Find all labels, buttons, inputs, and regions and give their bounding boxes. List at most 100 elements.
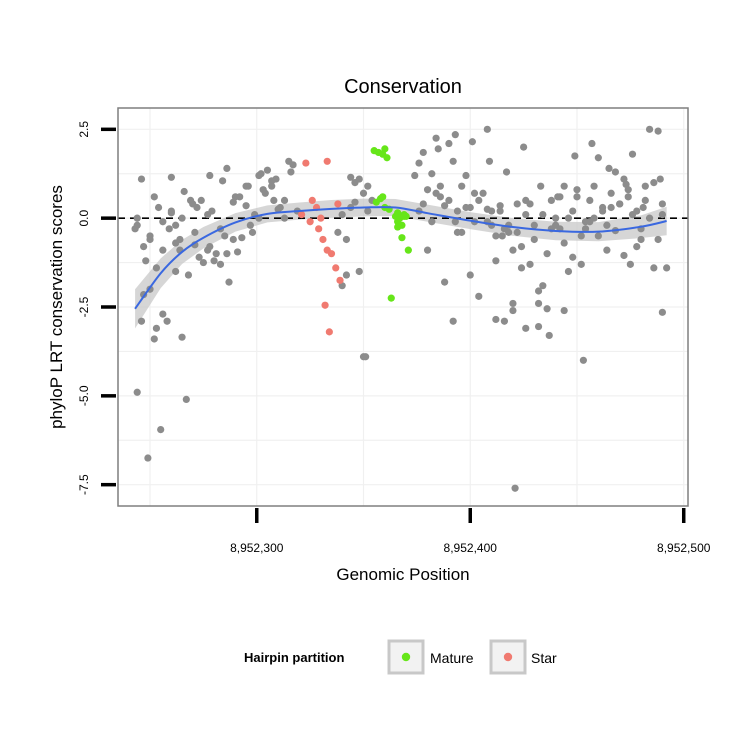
point-other (569, 207, 577, 215)
point-other (137, 175, 146, 183)
point-other (641, 196, 649, 204)
point-other (590, 214, 598, 222)
point-other (423, 186, 432, 194)
point-other (603, 221, 611, 229)
point-other (268, 182, 276, 190)
point-star (325, 328, 333, 336)
y-tick-label: 2.5 (77, 121, 91, 138)
point-other (280, 214, 289, 222)
point-other (423, 246, 432, 254)
point-other (274, 205, 282, 213)
x-axis-title: Genomic Position (336, 565, 469, 584)
point-other (594, 154, 602, 162)
point-other (462, 171, 470, 180)
point-other (599, 207, 607, 215)
point-other (654, 127, 662, 135)
chart-title: Conservation (344, 76, 462, 98)
y-axis-ticks: 2.5 0.0 -2.5 -5.0 -7.5 (77, 121, 116, 495)
point-star (319, 235, 327, 244)
point-other (624, 193, 632, 201)
point-other (451, 218, 459, 226)
point-other (492, 257, 500, 265)
point-other (654, 235, 662, 244)
point-star (327, 250, 336, 258)
point-other (483, 125, 491, 133)
point-other (637, 235, 645, 244)
point-other (362, 353, 370, 361)
point-other (569, 253, 577, 261)
legend: Hairpin partition Mature Star (244, 639, 557, 675)
point-other (178, 214, 186, 222)
point-other (547, 196, 555, 204)
point-other (530, 221, 538, 229)
point-other (242, 202, 250, 210)
point-other (167, 173, 175, 181)
point-other (342, 235, 351, 244)
point-other (441, 202, 449, 210)
point-other (229, 235, 237, 244)
point-other (545, 331, 553, 340)
point-other (159, 246, 167, 254)
point-mature (387, 294, 395, 302)
point-other (445, 139, 453, 148)
point-other (534, 299, 543, 308)
point-other (650, 264, 658, 272)
point-other (449, 317, 457, 325)
point-star (323, 157, 331, 165)
point-other (432, 189, 440, 197)
point-other (492, 232, 500, 240)
point-other (492, 315, 500, 324)
point-other (485, 157, 494, 165)
point-other (607, 203, 615, 212)
point-other (554, 193, 562, 201)
point-other (520, 143, 528, 151)
point-other (468, 138, 476, 146)
point-other (458, 228, 466, 236)
y-tick-label: -7.5 (77, 474, 91, 495)
point-other (511, 484, 519, 492)
point-other (157, 425, 165, 434)
point-other (534, 322, 543, 331)
point-other (411, 171, 419, 180)
point-other (159, 310, 167, 318)
point-other (539, 211, 547, 219)
y-tick-label: 0.0 (77, 209, 91, 226)
point-other (257, 170, 265, 178)
point-mature (400, 212, 408, 220)
point-other (552, 214, 560, 222)
point-other (441, 278, 449, 286)
point-other (530, 235, 538, 244)
point-other (564, 267, 573, 276)
point-other (645, 214, 654, 222)
point-other (451, 131, 459, 139)
point-other (172, 221, 180, 229)
point-star (336, 276, 344, 284)
point-other (152, 264, 161, 272)
point-other (364, 207, 372, 215)
point-mature (404, 246, 412, 254)
x-tick-label: 8,952,500 (657, 541, 711, 555)
point-other (263, 166, 272, 174)
point-other (165, 225, 173, 233)
point-other (663, 264, 671, 272)
point-other (150, 335, 158, 343)
point-other (470, 189, 479, 197)
point-other (193, 203, 201, 212)
point-other (206, 242, 214, 251)
point-other (238, 234, 246, 242)
point-other (509, 299, 517, 308)
point-other (195, 253, 203, 261)
point-other (586, 196, 594, 204)
point-other (364, 182, 372, 190)
point-other (616, 200, 624, 208)
point-other (522, 196, 530, 204)
legend-label-star: Star (531, 650, 557, 666)
y-tick-label: -5.0 (77, 385, 91, 406)
point-star (297, 211, 306, 219)
point-other (658, 308, 666, 316)
point-other (496, 207, 504, 215)
point-other (191, 228, 199, 236)
point-other (419, 148, 427, 157)
point-other (458, 182, 466, 190)
